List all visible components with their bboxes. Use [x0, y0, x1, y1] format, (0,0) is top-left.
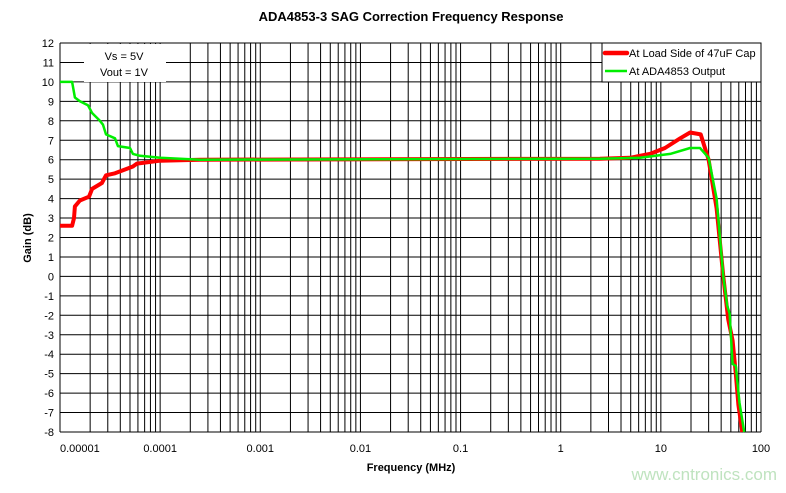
annotation-box: Vs = 5V Vout = 1V — [84, 44, 166, 82]
y-tick-label: 9 — [48, 96, 54, 108]
y-tick-label: -7 — [44, 408, 54, 420]
y-tick-label: 11 — [43, 57, 54, 69]
y-tick-label: -5 — [44, 369, 54, 381]
x-axis-label: Frequency (MHz) — [367, 462, 456, 474]
grid — [59, 42, 762, 433]
y-tick-label: 4 — [48, 194, 54, 206]
x-tick-label: 0.0001 — [143, 443, 177, 455]
series-line-ada-output — [60, 80, 746, 433]
y-tick-label: 6 — [48, 155, 54, 167]
y-axis-label: Gain (dB) — [22, 213, 34, 263]
y-tick-label: -8 — [44, 427, 54, 439]
y-tick-label: 1 — [48, 252, 54, 264]
x-tick-label: 0.00001 — [60, 443, 100, 455]
series-line-load-side — [60, 130, 745, 433]
y-tick-label: -1 — [44, 291, 54, 303]
y-tick-label: -4 — [44, 349, 54, 361]
x-axis-ticks: 0.00001 0.0001 0.001 0.01 0.1 1 10 100 — [60, 443, 770, 455]
x-tick-label: 10 — [655, 443, 667, 455]
y-tick-label: 8 — [48, 116, 54, 128]
x-tick-label: 100 — [752, 443, 770, 455]
legend-label-load-side: At Load Side of 47uF Cap — [629, 48, 756, 60]
y-tick-label: 10 — [42, 77, 54, 89]
y-tick-label: 0 — [48, 271, 54, 283]
x-tick-label: 0.01 — [350, 443, 371, 455]
y-tick-label: -6 — [44, 388, 54, 400]
y-tick-label: 12 — [42, 38, 54, 50]
x-tick-label: 0.1 — [453, 443, 468, 455]
chart-title: ADA4853-3 SAG Correction Frequency Respo… — [259, 9, 564, 24]
x-tick-label: 0.001 — [247, 443, 275, 455]
y-tick-label: 3 — [48, 213, 54, 225]
y-tick-label: 7 — [48, 135, 54, 147]
y-tick-label: -2 — [44, 310, 54, 322]
y-tick-label: 2 — [48, 233, 54, 245]
annotation-vs: Vs = 5V — [105, 51, 144, 63]
watermark: www.cntronics.com — [631, 465, 777, 484]
x-tick-label: 1 — [558, 443, 564, 455]
legend: At Load Side of 47uF Cap At ADA4853 Outp… — [601, 42, 762, 83]
annotation-vout: Vout = 1V — [100, 67, 149, 79]
y-tick-label: -3 — [44, 330, 54, 342]
series-lines — [60, 80, 746, 433]
y-tick-label: 5 — [48, 174, 54, 186]
legend-label-ada-output: At ADA4853 Output — [629, 66, 725, 78]
